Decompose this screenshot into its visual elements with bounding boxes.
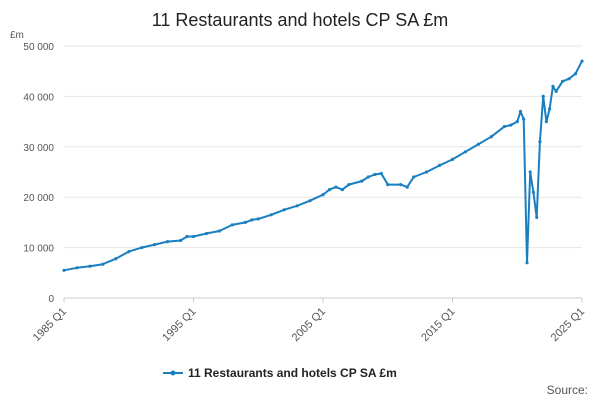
legend-label: 11 Restaurants and hotels CP SA £m: [188, 366, 397, 380]
chart-title: 11 Restaurants and hotels CP SA £m: [152, 10, 449, 30]
y-tick-label: 10 000: [23, 244, 54, 255]
data-point[interactable]: [379, 171, 383, 176]
data-point[interactable]: [405, 185, 409, 189]
data-point[interactable]: [489, 135, 493, 139]
data-point[interactable]: [256, 217, 260, 221]
y-tick-label: 30 000: [23, 143, 54, 154]
data-point[interactable]: [515, 120, 519, 124]
data-point[interactable]: [179, 238, 183, 243]
data-point[interactable]: [217, 229, 221, 233]
data-point[interactable]: [334, 185, 338, 189]
data-point[interactable]: [548, 107, 552, 111]
data-point[interactable]: [114, 257, 118, 261]
data-point[interactable]: [554, 89, 558, 93]
series-line: [63, 60, 583, 272]
data-point[interactable]: [62, 268, 66, 272]
data-point[interactable]: [463, 150, 467, 154]
data-point[interactable]: [340, 188, 344, 192]
data-point[interactable]: [88, 264, 92, 268]
data-point[interactable]: [518, 109, 523, 114]
x-axis-ticks: 1985 Q1 1995 Q1 2005 Q1 2015 Q1 2025 Q1: [31, 298, 587, 344]
data-point[interactable]: [308, 199, 312, 203]
data-point[interactable]: [127, 250, 131, 254]
data-point[interactable]: [438, 163, 442, 167]
data-point[interactable]: [373, 172, 377, 177]
y-tick-label: 20 000: [23, 193, 54, 204]
data-point[interactable]: [425, 170, 429, 174]
y-tick-label: 0: [48, 294, 54, 305]
data-point[interactable]: [544, 120, 549, 124]
series-layer: [62, 59, 584, 272]
data-point[interactable]: [360, 179, 364, 183]
x-tick-label: 2015 Q1: [419, 306, 457, 344]
x-tick-label: 2005 Q1: [290, 306, 328, 344]
data-point[interactable]: [101, 262, 105, 266]
y-tick-label: 40 000: [23, 92, 54, 103]
data-point[interactable]: [230, 223, 234, 227]
x-tick-label: 1995 Q1: [160, 306, 198, 344]
data-point[interactable]: [140, 246, 144, 250]
gridlines: [64, 45, 582, 299]
data-point[interactable]: [250, 218, 254, 222]
data-point[interactable]: [525, 261, 529, 265]
data-point[interactable]: [535, 215, 539, 219]
data-point[interactable]: [528, 170, 532, 174]
data-point[interactable]: [573, 72, 578, 76]
data-point[interactable]: [243, 220, 247, 224]
y-axis-ticks: 0 10 000 20 000 30 000 40 000 50 000: [23, 42, 54, 305]
data-point[interactable]: [204, 231, 209, 236]
data-point[interactable]: [327, 188, 332, 192]
data-point[interactable]: [166, 240, 170, 244]
data-point[interactable]: [386, 183, 390, 187]
legend-dot-marker: [170, 370, 176, 376]
data-point[interactable]: [191, 234, 196, 239]
data-point[interactable]: [450, 157, 455, 161]
data-point[interactable]: [185, 234, 189, 239]
x-tick-label: 1985 Q1: [31, 306, 69, 344]
data-point[interactable]: [347, 183, 351, 187]
data-point[interactable]: [321, 193, 325, 197]
data-point[interactable]: [580, 59, 584, 63]
data-point[interactable]: [551, 84, 555, 88]
data-point[interactable]: [399, 183, 403, 187]
x-tick-label: 2025 Q1: [549, 306, 587, 344]
data-point[interactable]: [269, 213, 273, 217]
data-point[interactable]: [476, 142, 480, 146]
data-point[interactable]: [502, 125, 506, 129]
data-point[interactable]: [541, 94, 545, 98]
data-point[interactable]: [75, 266, 79, 270]
data-point[interactable]: [538, 140, 542, 144]
source-label: Source:: [547, 383, 588, 397]
legend[interactable]: 11 Restaurants and hotels CP SA £m: [163, 366, 397, 380]
data-point[interactable]: [531, 190, 536, 194]
data-point[interactable]: [561, 79, 565, 83]
data-point[interactable]: [509, 123, 513, 127]
data-point[interactable]: [295, 204, 299, 208]
data-point[interactable]: [567, 77, 571, 81]
y-axis-unit-label: £m: [10, 30, 24, 41]
data-point[interactable]: [412, 175, 416, 179]
data-point[interactable]: [153, 243, 157, 247]
y-tick-label: 50 000: [23, 42, 54, 53]
data-point[interactable]: [366, 175, 370, 179]
data-point[interactable]: [522, 117, 526, 121]
data-point[interactable]: [282, 208, 286, 212]
